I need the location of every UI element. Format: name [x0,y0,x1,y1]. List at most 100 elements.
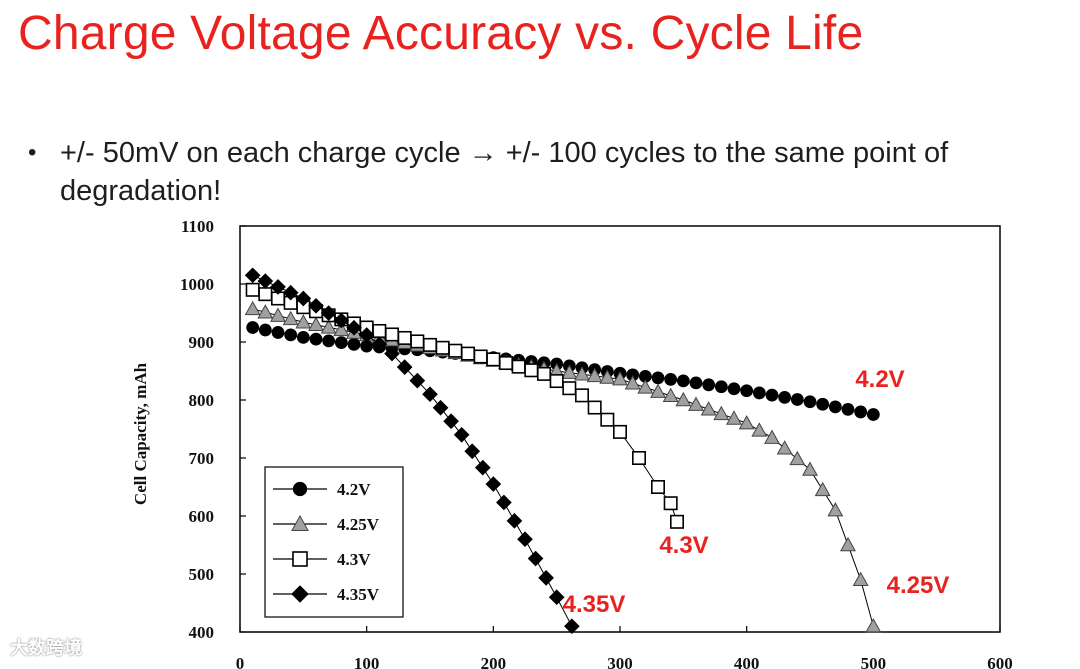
data-point [651,371,665,385]
series-annotation: 4.35V [563,591,626,618]
data-point [564,618,580,635]
data-point [574,366,590,381]
data-point [714,380,728,394]
data-point [600,412,615,427]
data-point [295,290,312,307]
data-point [410,334,425,349]
data-point [270,307,286,322]
data-point [840,536,856,552]
series-annotation: 4.25V [887,572,950,599]
data-point [282,284,299,301]
data-point [506,512,523,529]
data-point [816,397,830,411]
data-point [854,405,868,419]
legend-label: 4.35V [337,585,380,604]
data-point [443,413,459,430]
data-point [664,372,678,386]
data-point [599,369,616,384]
data-point [308,316,324,332]
data-point [358,327,375,343]
data-point [536,366,551,381]
series-annotation: 4.3V [659,532,708,559]
bullet-line-2: degradation! [60,175,222,207]
data-point [498,356,513,371]
data-point [244,300,261,316]
data-point [435,340,450,355]
y-tick-label: 1100 [181,217,214,236]
y-axis-label: Cell Capacity, mAh [131,362,150,505]
data-point [271,326,285,339]
data-point [637,379,654,394]
data-point [422,386,438,403]
bullet-marker: • [28,139,37,166]
data-point [586,367,603,383]
data-point [308,297,324,314]
data-point [282,310,299,326]
data-point [866,408,880,421]
data-point [257,273,274,289]
data-point [752,386,766,400]
y-tick-label: 700 [189,449,215,468]
slide-title: Charge Voltage Accuracy vs. Cycle Life [18,7,864,60]
y-tick-label: 500 [189,565,215,584]
data-point [422,337,437,352]
data-point [675,391,692,407]
data-point [789,450,806,466]
data-point [790,393,804,406]
data-point [517,531,533,548]
data-point [650,383,666,398]
data-point [473,349,488,364]
data-point [346,319,362,336]
y-tick-label: 400 [189,623,215,642]
data-point [814,481,831,497]
data-point [738,415,755,430]
y-tick-label: 600 [189,507,215,526]
data-point [322,334,336,348]
data-point [453,426,470,443]
data-point [624,375,641,390]
data-point [765,388,779,402]
data-point [612,424,627,439]
legend-marker [291,514,309,531]
data-point [852,571,869,587]
data-point [270,279,286,295]
data-point [464,443,481,460]
data-point [700,401,717,416]
data-point [258,287,273,302]
data-point [460,346,475,361]
data-point [727,382,741,396]
y-tick-label: 1000 [180,275,214,294]
data-point [587,400,602,415]
data-point [244,267,261,284]
x-tick-label: 100 [354,654,380,669]
x-tick-label: 400 [734,654,760,669]
data-point [548,589,565,606]
data-point [631,450,646,465]
data-point [612,370,628,386]
data-point [828,400,842,414]
data-point [347,337,361,351]
data-point [524,363,539,378]
y-tick-label: 800 [189,391,215,410]
data-point [257,304,274,319]
data-point [384,327,399,342]
legend-label: 4.25V [337,515,380,534]
series-line [252,274,573,627]
data-point [764,429,780,444]
data-point [333,312,350,329]
x-tick-label: 0 [236,654,245,669]
y-tick-label: 900 [189,333,215,352]
data-point [486,352,501,367]
legend-label: 4.2V [337,480,371,499]
data-point [751,422,768,437]
data-point [432,399,449,416]
data-point [726,410,742,425]
x-tick-label: 500 [861,654,887,669]
data-point [676,374,690,388]
data-point [865,618,882,633]
series-annotation: 4.2V [855,366,904,393]
data-point [245,282,260,297]
data-point [841,403,855,416]
data-point [662,387,679,403]
